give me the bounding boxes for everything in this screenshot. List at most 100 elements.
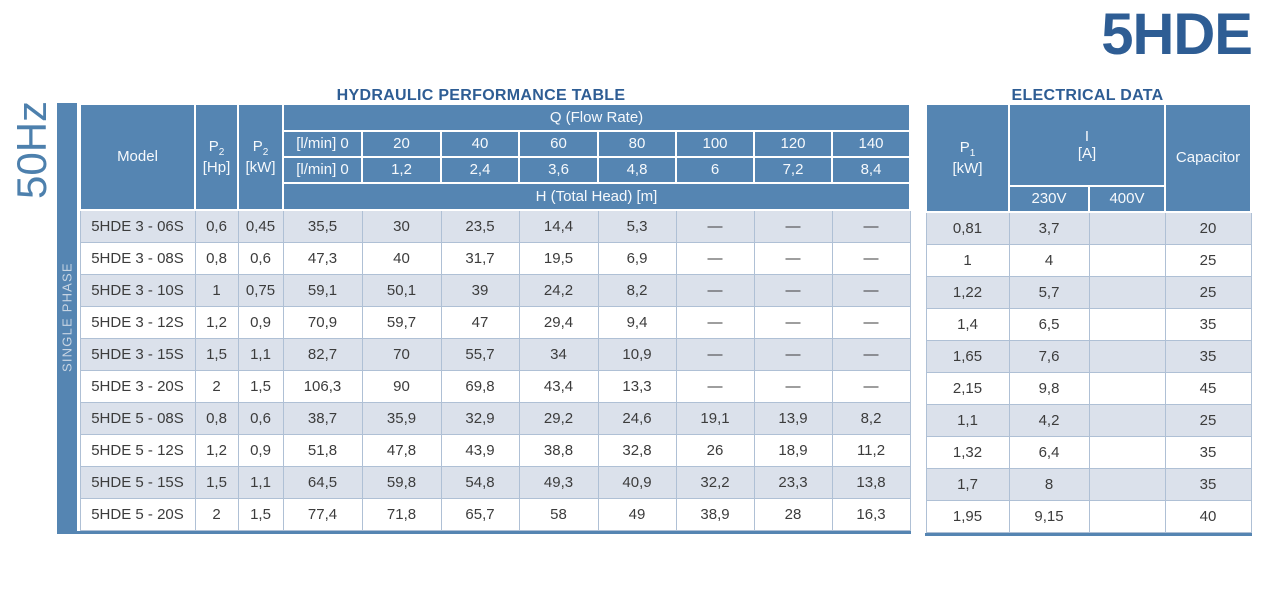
head-value-cell: 19,5 — [518, 242, 599, 275]
current-400v-cell — [1088, 500, 1166, 533]
head-value-cell: — — [831, 274, 911, 307]
hydraulic-row: 5HDE 3 - 15S 1,5 1,1 82,7 70 55,7 34 10,9— — — — [79, 338, 911, 371]
head-value-cell: — — [675, 306, 755, 339]
voltage-230-header: 230V — [1008, 185, 1090, 213]
head-value-cell: 5,3 — [597, 209, 677, 243]
head-value-cell: 71,8 — [361, 498, 442, 531]
current-230v-cell: 4,2 — [1008, 404, 1090, 437]
flow-lmin-value: 100 — [675, 130, 755, 158]
head-value-cell: 11,2 — [831, 434, 911, 467]
flow-lmin-value: 140 — [831, 130, 911, 158]
current-400v-cell — [1088, 211, 1166, 245]
current-400v-cell — [1088, 276, 1166, 309]
p2-hp-cell: 1 — [194, 274, 239, 307]
hydraulic-row: 5HDE 5 - 08S 0,8 0,6 38,7 35,9 32,9 29,2 24,6 19… — [79, 402, 911, 435]
p1-kw-cell: 0,81 — [925, 211, 1010, 245]
head-value-cell: 49,3 — [518, 466, 599, 499]
head-value-cell: 34 — [518, 338, 599, 371]
electrical-row: 1,32 6,4 35 — [925, 436, 1252, 469]
flow-lmin-label: [l/min] 0 — [282, 130, 363, 158]
head-value-cell: — — [831, 338, 911, 371]
head-value-cell: — — [831, 209, 911, 243]
current-230v-cell: 8 — [1008, 468, 1090, 501]
p2-kw-cell: 0,9 — [237, 434, 284, 467]
p2-hp-cell: 1,5 — [194, 466, 239, 499]
head-value-cell: 16,3 — [831, 498, 911, 531]
p2-hp-cell: 2 — [194, 498, 239, 531]
head-value-cell: 70,9 — [282, 306, 363, 339]
head-value-cell: 26 — [675, 434, 755, 467]
head-value-cell: 18,9 — [753, 434, 833, 467]
head-value-cell: — — [753, 370, 833, 403]
head-value-cell: 35,5 — [282, 209, 363, 243]
head-value-cell: — — [675, 274, 755, 307]
current-230v-cell: 4 — [1008, 244, 1090, 277]
electrical-row: 1,1 4,2 25 — [925, 404, 1252, 437]
p2-hp-cell: 1,2 — [194, 306, 239, 339]
head-value-cell: 82,7 — [282, 338, 363, 371]
electrical-row: 1,65 7,6 35 — [925, 340, 1252, 373]
single-phase-label: SINGLE PHASE — [59, 262, 75, 372]
p1-kw-cell: 1 — [925, 244, 1010, 277]
head-value-cell: 77,4 — [282, 498, 363, 531]
p2-kw-cell: 1,1 — [237, 338, 284, 371]
current-230v-cell: 9,15 — [1008, 500, 1090, 533]
electrical-row: 2,15 9,8 45 — [925, 372, 1252, 405]
flow-m3h-value: 1,2 — [361, 156, 442, 184]
flow-lmin-value: 20 — [361, 130, 442, 158]
current-230v-cell: 5,7 — [1008, 276, 1090, 309]
current-header: I [A] — [1008, 103, 1166, 187]
head-value-cell: 43,4 — [518, 370, 599, 403]
p1-kw-cell: 1,22 — [925, 276, 1010, 309]
model-cell: 5HDE 5 - 08S — [79, 402, 196, 435]
current-400v-cell — [1088, 244, 1166, 277]
current-230v-cell: 7,6 — [1008, 340, 1090, 373]
electrical-row: 1,22 5,7 25 — [925, 276, 1252, 309]
head-value-cell: 23,3 — [753, 466, 833, 499]
p2-kw-cell: 0,9 — [237, 306, 284, 339]
current-230v-cell: 6,5 — [1008, 308, 1090, 341]
head-value-cell: 9,4 — [597, 306, 677, 339]
electrical-row: 1,7 8 35 — [925, 468, 1252, 501]
head-value-cell: 32,2 — [675, 466, 755, 499]
flow-m3h-value: 2,4 — [440, 156, 520, 184]
head-value-cell: — — [753, 338, 833, 371]
current-400v-cell — [1088, 308, 1166, 341]
capacitor-cell: 35 — [1164, 340, 1252, 373]
head-value-cell: 58 — [518, 498, 599, 531]
product-title: 5HDE — [1101, 2, 1253, 67]
current-400v-cell — [1088, 340, 1166, 373]
head-value-cell: 54,8 — [440, 466, 520, 499]
model-cell: 5HDE 5 - 12S — [79, 434, 196, 467]
p2-kw-cell: 0,6 — [237, 402, 284, 435]
capacitor-cell: 45 — [1164, 372, 1252, 405]
head-value-cell: 50,1 — [361, 274, 442, 307]
head-value-cell: 39 — [440, 274, 520, 307]
head-value-cell: 40,9 — [597, 466, 677, 499]
head-value-cell: 43,9 — [440, 434, 520, 467]
flow-rate-header: Q (Flow Rate) — [282, 103, 911, 132]
electrical-row: 1 4 25 — [925, 244, 1252, 277]
capacitor-column-header: Capacitor — [1164, 103, 1252, 213]
head-value-cell: 69,8 — [440, 370, 520, 403]
head-value-cell: 38,7 — [282, 402, 363, 435]
head-value-cell: 24,6 — [597, 402, 677, 435]
head-value-cell: — — [753, 306, 833, 339]
head-value-cell: — — [675, 242, 755, 275]
head-value-cell: — — [675, 370, 755, 403]
p1-kw-cell: 2,15 — [925, 372, 1010, 405]
head-value-cell: 30 — [361, 209, 442, 243]
hydraulic-row: 5HDE 5 - 12S 1,2 0,9 51,8 47,8 43,9 38,8 32,8 26… — [79, 434, 911, 467]
electrical-row: 0,81 3,7 20 — [925, 211, 1252, 245]
model-cell: 5HDE 3 - 06S — [79, 209, 196, 243]
head-value-cell: 32,9 — [440, 402, 520, 435]
p1-kw-cell: 1,65 — [925, 340, 1010, 373]
head-value-cell: — — [675, 209, 755, 243]
hydraulic-row: 5HDE 5 - 20S 2 1,5 77,4 71,8 65,7 58 49 38,9 28 16… — [79, 498, 911, 531]
model-cell: 5HDE 3 - 10S — [79, 274, 196, 307]
frequency-label: 50Hz — [8, 100, 55, 200]
head-value-cell: 31,7 — [440, 242, 520, 275]
p1-kw-cell: 1,1 — [925, 404, 1010, 437]
model-column-header: Model — [79, 103, 196, 211]
flow-lmin-value: 120 — [753, 130, 833, 158]
